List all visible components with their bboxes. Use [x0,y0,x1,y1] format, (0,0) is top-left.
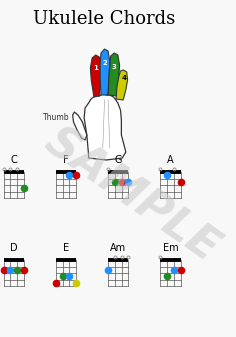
Text: G: G [114,155,122,165]
Text: Thumb: Thumb [42,114,69,123]
Text: Ukulele Chords: Ukulele Chords [34,10,176,28]
Polygon shape [90,55,101,97]
Polygon shape [100,49,110,95]
Text: Em: Em [163,243,178,253]
Text: A: A [167,155,174,165]
Text: 4: 4 [122,75,126,81]
Text: F: F [63,155,69,165]
Text: E: E [63,243,69,253]
Polygon shape [116,70,128,100]
Text: D: D [10,243,17,253]
Polygon shape [84,94,126,160]
Polygon shape [73,112,87,140]
Text: C: C [10,155,17,165]
Text: 3: 3 [112,64,117,70]
Polygon shape [108,53,120,96]
Text: Am: Am [110,243,126,253]
Text: 1: 1 [93,65,98,71]
Text: SAMPLE: SAMPLE [36,119,226,271]
Text: 2: 2 [102,60,107,66]
